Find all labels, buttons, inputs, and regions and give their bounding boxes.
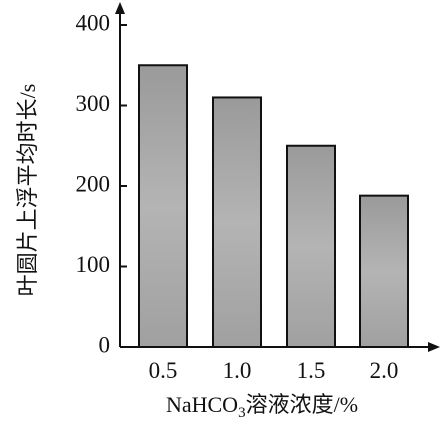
y-tick-label-400: 400	[76, 10, 111, 35]
y-ticks-group: 0 100 200 300 400	[76, 10, 127, 357]
x-tick-label-1.0: 1.0	[223, 358, 252, 383]
bars-group	[138, 64, 409, 348]
x-ticks-group: 0.5 1.0 1.5 2.0	[149, 358, 399, 383]
y-tick-label-100: 100	[76, 252, 111, 277]
bar-2.0	[359, 194, 409, 348]
x-axis-title-subscript: 3	[238, 405, 246, 421]
y-tick-label-300: 300	[76, 91, 111, 116]
x-axis-arrow-icon	[428, 342, 440, 352]
y-tick-label-200: 200	[76, 171, 111, 196]
y-axis-title: 叶圆片上浮平均时长/s	[15, 84, 40, 297]
x-axis-title-main: NaHCO	[166, 392, 238, 417]
x-tick-label-2.0: 2.0	[370, 358, 399, 383]
x-axis-title: NaHCO3溶液浓度/%	[166, 392, 358, 421]
y-axis-arrow-icon	[115, 2, 125, 14]
bar-1.0	[212, 96, 262, 348]
bar-0.5	[138, 64, 188, 348]
x-tick-label-0.5: 0.5	[149, 358, 178, 383]
x-tick-label-1.5: 1.5	[297, 358, 326, 383]
bar-1.5	[286, 144, 336, 348]
x-axis-title-rest: 溶液浓度/%	[246, 392, 358, 417]
y-tick-label-0: 0	[99, 332, 111, 357]
